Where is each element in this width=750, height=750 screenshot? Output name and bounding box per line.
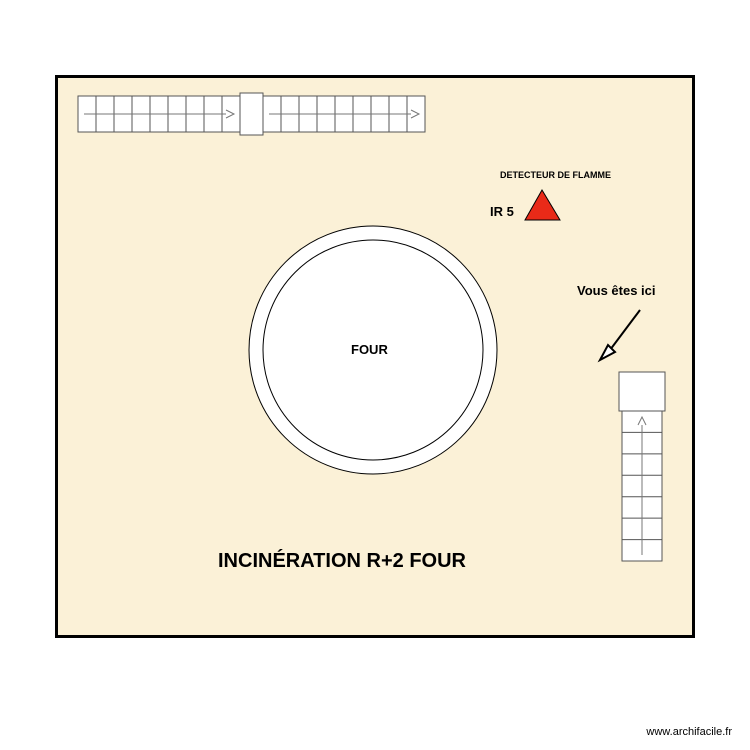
you-are-here-arrow — [610, 310, 640, 350]
flame-detector-title: DETECTEUR DE FLAMME — [500, 170, 611, 180]
plan-title: INCINÉRATION R+2 FOUR — [218, 550, 466, 573]
footer-credit: www.archifacile.fr — [646, 726, 732, 738]
stairs-landing — [619, 372, 665, 411]
furnace-label: FOUR — [351, 342, 388, 357]
flame-detector-code: IR 5 — [490, 204, 514, 219]
diagram-svg — [0, 0, 750, 750]
flame-detector-icon — [525, 190, 560, 220]
you-are-here-label: Vous êtes ici — [577, 283, 656, 298]
stairs-landing — [240, 93, 263, 135]
floor-plan-canvas: FOUR DETECTEUR DE FLAMME IR 5 Vous êtes … — [0, 0, 750, 750]
